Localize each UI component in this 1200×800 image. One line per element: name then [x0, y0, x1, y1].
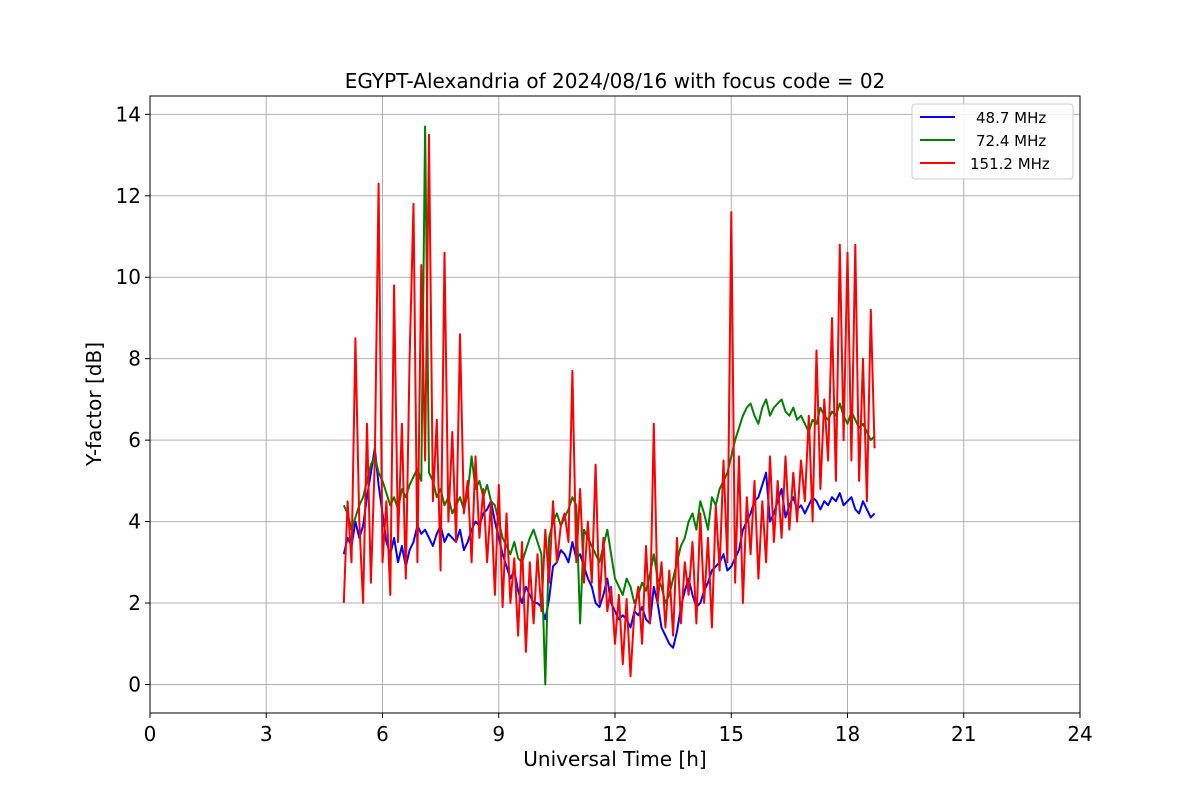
y-tick-label-10: 10	[116, 265, 141, 289]
legend-label-72-4-mhz: 72.4 MHz	[976, 132, 1046, 150]
y-axis-title: Y-factor [dB]	[82, 342, 106, 467]
legend-label-48-7-mhz: 48.7 MHz	[976, 109, 1046, 127]
x-tick-label-12: 12	[602, 722, 627, 746]
legend-label-151-2-mhz: 151.2 MHz	[970, 155, 1050, 173]
x-axis-title: Universal Time [h]	[523, 747, 706, 771]
x-tick-label-3: 3	[260, 722, 273, 746]
y-tick-label-6: 6	[128, 428, 141, 452]
y-tick-label-12: 12	[116, 184, 141, 208]
x-tick-label-9: 9	[492, 722, 505, 746]
legend-box	[911, 103, 1074, 180]
x-tick-label-15: 15	[719, 722, 744, 746]
y-tick-label-2: 2	[128, 591, 141, 615]
y-tick-label-8: 8	[128, 347, 141, 371]
plot-lines	[342, 125, 876, 686]
chart-title: EGYPT-Alexandria of 2024/08/16 with focu…	[345, 69, 886, 93]
x-tick-label-6: 6	[376, 722, 389, 746]
series-line-151-2-mhz	[342, 133, 876, 678]
series-line-48-7-mhz	[342, 447, 876, 649]
y-tick-label-14: 14	[116, 102, 141, 126]
x-tick-label-21: 21	[951, 722, 976, 746]
y-tick-label-4: 4	[128, 510, 141, 534]
y-tick-label-0: 0	[128, 672, 141, 696]
x-tick-label-24: 24	[1067, 722, 1092, 746]
legend: 48.7 MHz 72.4 MHz 151.2 MHz	[911, 103, 1074, 180]
x-tick-label-0: 0	[144, 722, 157, 746]
x-tick-label-18: 18	[835, 722, 860, 746]
